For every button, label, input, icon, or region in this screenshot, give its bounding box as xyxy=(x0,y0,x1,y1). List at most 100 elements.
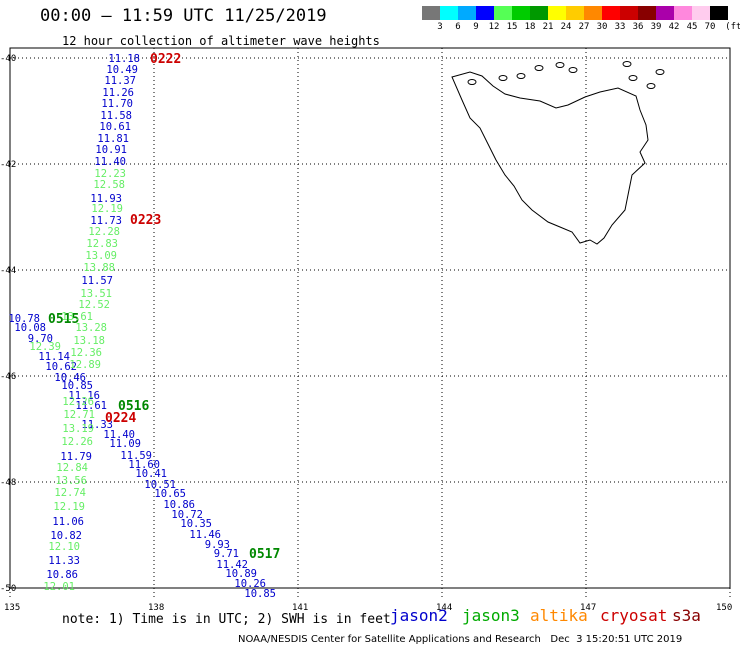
wave-height-label: 10.26 xyxy=(234,578,266,590)
wave-height-label: 12.26 xyxy=(62,396,94,408)
legend-label: 3 xyxy=(437,22,443,32)
legend-label: 33 xyxy=(614,22,626,32)
wave-height-label: 11.61 xyxy=(75,400,107,412)
wave-height-label: 10.89 xyxy=(225,568,257,580)
wave-height-label: 11.70 xyxy=(101,98,133,110)
wave-height-label: 10.08 xyxy=(14,322,46,334)
wave-height-label: 12.36 xyxy=(70,347,102,359)
legend-label: 39 xyxy=(650,22,662,32)
wave-height-label: 9.71 xyxy=(214,548,239,560)
wave-height-label: 12.89 xyxy=(69,359,101,371)
lat-label: -44 xyxy=(0,266,16,276)
lat-label: -48 xyxy=(0,478,16,488)
satellite-cryosat-label: cryosat xyxy=(600,606,668,625)
wave-height-label: 10.86 xyxy=(163,499,195,511)
legend-label: 9 xyxy=(473,22,479,32)
legend-swatch xyxy=(566,6,584,20)
lon-label: 138 xyxy=(148,603,164,613)
legend-label: 36 xyxy=(632,22,644,32)
wave-height-label: 11.42 xyxy=(216,559,248,571)
wave-height-label: 10.49 xyxy=(106,64,138,76)
island-outline xyxy=(516,73,526,79)
legend-swatch xyxy=(710,6,728,20)
wave-height-label: 13.19 xyxy=(62,423,94,435)
island-outline xyxy=(622,61,632,67)
pass-time-label: 0223 xyxy=(130,213,161,228)
wave-height-label: 10.72 xyxy=(171,509,203,521)
island-outline xyxy=(555,62,565,68)
tasmania-coastline xyxy=(451,71,649,245)
lat-label: -50 xyxy=(0,584,16,594)
satellite-altika-label: altika xyxy=(530,606,588,625)
pass-time-label: 0515 xyxy=(48,312,79,327)
wave-height-label: 11.18 xyxy=(108,53,140,65)
wave-height-label: 10.86 xyxy=(46,569,78,581)
wave-height-label: 9.70 xyxy=(28,333,53,345)
wave-height-label: 12.83 xyxy=(86,238,118,250)
lon-label: 135 xyxy=(4,603,20,613)
pass-time-label: 0224 xyxy=(105,411,136,426)
wave-height-label: 11.09 xyxy=(109,438,141,450)
legend-label: 6 xyxy=(455,22,461,32)
legend-label: 30 xyxy=(596,22,608,32)
wave-height-label: 12.19 xyxy=(53,501,85,513)
wave-height-label: 10.62 xyxy=(45,361,77,373)
wave-height-label: 11.93 xyxy=(90,193,122,205)
wave-height-label: 11.33 xyxy=(81,419,113,431)
wave-height-label: 11.40 xyxy=(103,429,135,441)
lon-label: 141 xyxy=(292,603,308,613)
credit-line: NOAA/NESDIS Center for Satellite Applica… xyxy=(238,634,683,645)
legend-label: 70 xyxy=(704,22,716,32)
lon-label: 150 xyxy=(716,603,732,613)
wave-height-label: 12.23 xyxy=(94,168,126,180)
wave-height-label: 10.82 xyxy=(50,530,82,542)
lat-label: -46 xyxy=(0,372,16,382)
wave-height-label: 12.01 xyxy=(43,581,75,593)
wave-height-label: 12.39 xyxy=(29,341,61,353)
footer-note: note: 1) Time is in UTC; 2) SWH is in fe… xyxy=(62,612,391,627)
wave-height-label: 12.10 xyxy=(48,541,80,553)
wave-height-label: 12.84 xyxy=(56,462,88,474)
legend-swatch xyxy=(620,6,638,20)
wave-height-label: 10.41 xyxy=(135,468,167,480)
island-outline xyxy=(467,79,477,85)
wave-height-label: 9.93 xyxy=(205,539,230,551)
island-outline xyxy=(568,67,578,73)
legend-swatch xyxy=(638,6,656,20)
wave-height-label: 13.28 xyxy=(75,322,107,334)
legend-swatch xyxy=(512,6,530,20)
legend-label: 24 xyxy=(560,22,572,32)
legend-label: 12 xyxy=(488,22,500,32)
lat-label: -40 xyxy=(0,54,16,64)
wave-height-label: 11.46 xyxy=(189,529,221,541)
legend-label: 27 xyxy=(578,22,590,32)
wave-height-label: 12.28 xyxy=(88,226,120,238)
wave-height-label: 10.78 xyxy=(8,313,40,325)
wave-height-label: 10.61 xyxy=(99,121,131,133)
wave-height-label: 10.51 xyxy=(144,479,176,491)
lon-label: 144 xyxy=(436,603,452,613)
wave-height-label: 12.74 xyxy=(54,487,86,499)
legend-swatch xyxy=(494,6,512,20)
legend-swatch xyxy=(548,6,566,20)
wave-height-label: 13.56 xyxy=(55,475,87,487)
legend-label: 15 xyxy=(506,22,518,32)
wave-height-label: 10.35 xyxy=(180,518,212,530)
legend-label: 21 xyxy=(542,22,554,32)
lat-label: -42 xyxy=(0,160,16,170)
wave-height-label: 11.59 xyxy=(120,450,152,462)
legend-swatch xyxy=(422,6,440,20)
wave-height-label: 13.61 xyxy=(61,311,93,323)
legend-label: 42 xyxy=(668,22,680,32)
wave-height-label: 13.88 xyxy=(83,262,115,274)
wave-height-label: 10.65 xyxy=(154,488,186,500)
wave-height-label: 11.60 xyxy=(128,459,160,471)
wave-height-label: 13.51 xyxy=(80,288,112,300)
wave-height-label: 11.06 xyxy=(52,516,84,528)
legend-swatch xyxy=(584,6,602,20)
wave-height-label: 10.46 xyxy=(54,372,86,384)
page-subtitle: 12 hour collection of altimeter wave hei… xyxy=(62,34,380,48)
wave-height-label: 11.73 xyxy=(90,215,122,227)
legend-unit: (ft) xyxy=(725,22,740,32)
